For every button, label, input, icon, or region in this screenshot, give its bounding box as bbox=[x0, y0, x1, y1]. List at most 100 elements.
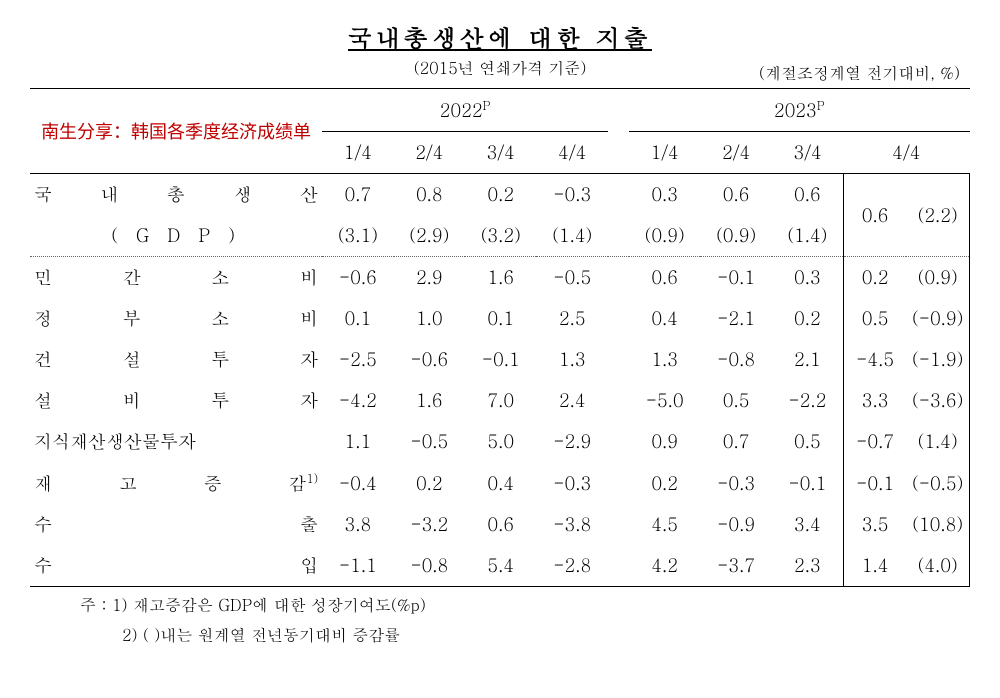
cell: 1.3 bbox=[536, 339, 607, 380]
cell: (1.4) bbox=[536, 215, 607, 257]
cell: -0.6 bbox=[322, 257, 393, 299]
share-note: 南生分享：韩国各季度经济成绩单 bbox=[30, 89, 322, 174]
cell: 0.1 bbox=[465, 298, 536, 339]
cell: -0.1 bbox=[843, 462, 906, 504]
col-year-2023: 2023P bbox=[629, 89, 970, 132]
cell: 2.1 bbox=[772, 339, 843, 380]
cell: 0.6 bbox=[772, 174, 843, 216]
cell: -3.8 bbox=[536, 504, 607, 545]
cell: 2.4 bbox=[536, 380, 607, 421]
table-row: 재 고 증 감1) -0.4 0.2 0.4 -0.3 0.2 -0.3 -0.… bbox=[30, 462, 970, 504]
cell: 0.2 bbox=[394, 462, 465, 504]
cell: (2.9) bbox=[394, 215, 465, 257]
row-label: 건 설 투 자 bbox=[30, 339, 322, 380]
cell: 0.2 bbox=[629, 462, 700, 504]
cell: 0.4 bbox=[629, 298, 700, 339]
cell: 0.8 bbox=[394, 174, 465, 216]
cell: (4.0) bbox=[906, 545, 969, 587]
cell: 4.5 bbox=[629, 504, 700, 545]
page-title: 국내총생산에 대한 지출 bbox=[30, 20, 970, 54]
col-q3-23: 3/4 bbox=[772, 132, 843, 174]
cell: -2.2 bbox=[772, 380, 843, 421]
cell: (3.1) bbox=[322, 215, 393, 257]
cell: (1.4) bbox=[906, 421, 969, 462]
cell: 0.7 bbox=[700, 421, 771, 462]
cell: -2.9 bbox=[536, 421, 607, 462]
cell: -0.4 bbox=[322, 462, 393, 504]
footnote-1: 주 : 1) 재고증감은 GDP에 대한 성장기여도(%p) bbox=[66, 593, 970, 617]
cell: -0.5 bbox=[394, 421, 465, 462]
col-q4-22: 4/4 bbox=[536, 132, 607, 174]
row-label: 수 출 bbox=[30, 504, 322, 545]
table-row: 지식재산생산물투자 1.1 -0.5 5.0 -2.9 0.9 0.7 0.5 … bbox=[30, 421, 970, 462]
cell: -2.1 bbox=[700, 298, 771, 339]
cell: 2.5 bbox=[536, 298, 607, 339]
cell: 7.0 bbox=[465, 380, 536, 421]
cell: -2.5 bbox=[322, 339, 393, 380]
cell: 5.0 bbox=[465, 421, 536, 462]
row-label: 지식재산생산물투자 bbox=[30, 421, 322, 462]
table-row: 설 비 투 자 -4.2 1.6 7.0 2.4 -5.0 0.5 -2.2 3… bbox=[30, 380, 970, 421]
cell: 0.9 bbox=[629, 421, 700, 462]
cell: 1.4 bbox=[843, 545, 906, 587]
gdp-expenditure-table: 南生分享：韩国各季度经济成绩单 2022P 2023P 1/4 2/4 3/4 … bbox=[30, 88, 970, 587]
cell: 0.4 bbox=[465, 462, 536, 504]
col-q2-22: 2/4 bbox=[394, 132, 465, 174]
cell-gdp-q4b: (2.2) bbox=[906, 174, 969, 257]
cell: -3.7 bbox=[700, 545, 771, 587]
cell: 0.3 bbox=[772, 257, 843, 299]
cell: 3.8 bbox=[322, 504, 393, 545]
cell: 0.2 bbox=[843, 257, 906, 299]
row-label: 민 간 소 비 bbox=[30, 257, 322, 299]
row-gdp-sub-label: ( G D P ) bbox=[30, 215, 322, 257]
table-row: 건 설 투 자 -2.5 -0.6 -0.1 1.3 1.3 -0.8 2.1 … bbox=[30, 339, 970, 380]
col-q4-23: 4/4 bbox=[843, 132, 969, 174]
cell: (-0.5) bbox=[906, 462, 969, 504]
cell: (10.8) bbox=[906, 504, 969, 545]
col-q1-23: 1/4 bbox=[629, 132, 700, 174]
cell: 1.0 bbox=[394, 298, 465, 339]
cell: 0.6 bbox=[700, 174, 771, 216]
cell: 3.3 bbox=[843, 380, 906, 421]
cell: -0.3 bbox=[536, 462, 607, 504]
cell: (-3.6) bbox=[906, 380, 969, 421]
cell: 2.9 bbox=[394, 257, 465, 299]
cell: -2.8 bbox=[536, 545, 607, 587]
cell: (0.9) bbox=[906, 257, 969, 299]
cell: 0.6 bbox=[629, 257, 700, 299]
cell: 0.5 bbox=[772, 421, 843, 462]
col-q3-22: 3/4 bbox=[465, 132, 536, 174]
row-gdp-label: 국 내 총 생 산 bbox=[30, 174, 322, 216]
footnote-2: 2) ( )내는 원계열 전년동기대비 증감률 bbox=[66, 623, 970, 647]
cell: 0.5 bbox=[843, 298, 906, 339]
cell: 0.2 bbox=[772, 298, 843, 339]
cell: 4.2 bbox=[629, 545, 700, 587]
cell: (0.9) bbox=[700, 215, 771, 257]
table-row: 수 입 -1.1 -0.8 5.4 -2.8 4.2 -3.7 2.3 1.4 … bbox=[30, 545, 970, 587]
cell: -4.5 bbox=[843, 339, 906, 380]
cell: -0.3 bbox=[536, 174, 607, 216]
cell: (3.2) bbox=[465, 215, 536, 257]
cell: -0.9 bbox=[700, 504, 771, 545]
cell: 0.2 bbox=[465, 174, 536, 216]
cell: -4.2 bbox=[322, 380, 393, 421]
cell: (-0.9) bbox=[906, 298, 969, 339]
table-row: 정 부 소 비 0.1 1.0 0.1 2.5 0.4 -2.1 0.2 0.5… bbox=[30, 298, 970, 339]
cell-gdp-q4a: 0.6 bbox=[843, 174, 906, 257]
row-label: 재 고 증 감1) bbox=[30, 462, 322, 504]
cell: 0.1 bbox=[322, 298, 393, 339]
table-row: 수 출 3.8 -3.2 0.6 -3.8 4.5 -0.9 3.4 3.5 (… bbox=[30, 504, 970, 545]
row-label: 정 부 소 비 bbox=[30, 298, 322, 339]
cell: 0.3 bbox=[629, 174, 700, 216]
cell: (-1.9) bbox=[906, 339, 969, 380]
cell: -1.1 bbox=[322, 545, 393, 587]
cell: -0.6 bbox=[394, 339, 465, 380]
cell: 1.3 bbox=[629, 339, 700, 380]
cell: 0.5 bbox=[700, 380, 771, 421]
cell: (0.9) bbox=[629, 215, 700, 257]
col-year-2022: 2022P bbox=[322, 89, 608, 132]
cell: -0.1 bbox=[465, 339, 536, 380]
cell: 1.6 bbox=[465, 257, 536, 299]
table-row: 민 간 소 비 -0.6 2.9 1.6 -0.5 0.6 -0.1 0.3 0… bbox=[30, 257, 970, 299]
row-label: 수 입 bbox=[30, 545, 322, 587]
